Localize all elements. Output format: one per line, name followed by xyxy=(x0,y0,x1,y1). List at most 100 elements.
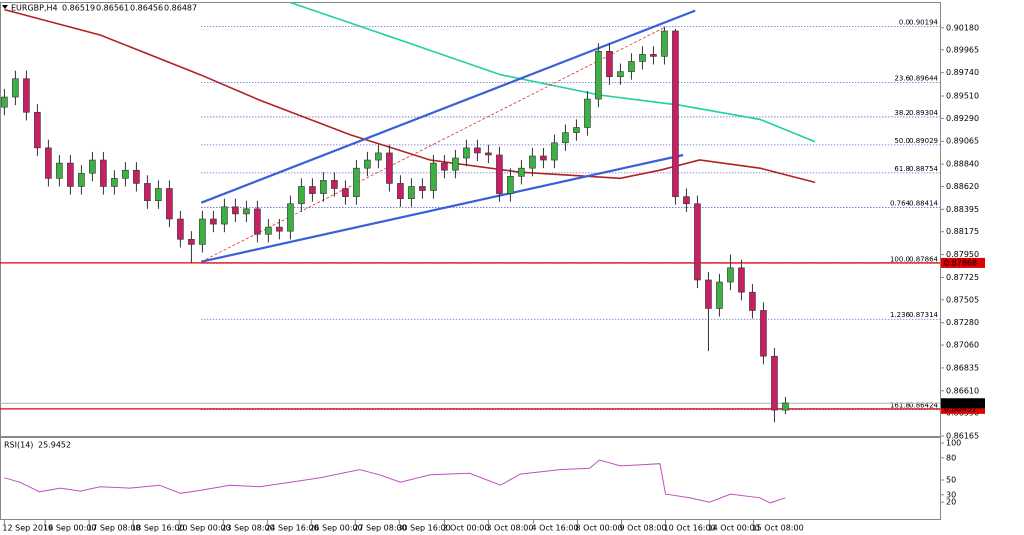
candle-body xyxy=(298,186,305,205)
trend-line xyxy=(201,26,666,263)
price-tag-label: 0.87868 xyxy=(944,258,977,267)
rsi-tick-label: 20 xyxy=(946,498,956,507)
candle-body xyxy=(111,178,118,187)
x-tick-label: 8 Oct 00:00 xyxy=(576,524,623,533)
candle-body xyxy=(474,147,481,154)
candle-body xyxy=(716,281,723,309)
candle-body xyxy=(584,98,591,128)
fib-label: 100.0 xyxy=(890,255,910,263)
candle-body xyxy=(364,159,371,169)
candle-body xyxy=(320,180,327,194)
candle-body xyxy=(738,267,745,293)
y-tick-label: 0.89965 xyxy=(946,45,979,54)
candle-body xyxy=(287,203,294,232)
fib-value: 0.89644 xyxy=(909,74,938,82)
price-tag xyxy=(941,403,985,414)
trend-line xyxy=(200,9,696,204)
candle-body xyxy=(122,169,129,179)
rsi-panel xyxy=(0,437,941,520)
fib-label: 50.0 xyxy=(894,137,910,145)
candle-body xyxy=(507,176,514,194)
candle-body xyxy=(155,188,162,202)
candle-body xyxy=(100,159,107,187)
y-tick-label: 0.87725 xyxy=(946,273,979,282)
x-tick-label: 12 Sep 2019 xyxy=(2,524,53,533)
candle-body xyxy=(562,132,569,144)
candle-body xyxy=(397,183,404,199)
y-tick-label: 0.88175 xyxy=(946,227,979,236)
y-tick-label: 0.88620 xyxy=(946,182,979,191)
candle-body xyxy=(650,54,657,57)
bid-tag xyxy=(941,398,985,409)
x-tick-label: 17 Sep 08:00 xyxy=(87,524,140,533)
candle-body xyxy=(628,61,635,72)
y-tick-label: 0.89290 xyxy=(946,114,979,123)
y-tick-label: 0.89510 xyxy=(946,92,979,101)
candle-body xyxy=(78,172,85,187)
candle-body xyxy=(782,402,789,411)
symbol-icon xyxy=(2,5,8,9)
candle-body xyxy=(265,226,272,235)
candle-body xyxy=(375,152,382,161)
fib-label: 61.8 xyxy=(894,165,910,173)
price-tag xyxy=(941,257,985,268)
candle-body xyxy=(276,226,283,232)
rsi-tick-label: 30 xyxy=(946,490,956,499)
y-tick-label: 0.87280 xyxy=(946,318,979,327)
symbol: EURGBP,H4 xyxy=(11,4,58,13)
x-tick-label: 24 Sep 16:00 xyxy=(265,524,318,533)
x-tick-label: 10 Oct 16:00 xyxy=(664,524,716,533)
candle-body xyxy=(89,159,96,174)
moving-average xyxy=(4,8,816,184)
x-tick-label: 15 Oct 08:00 xyxy=(752,524,804,533)
x-tick-label: 26 Sep 00:00 xyxy=(309,524,362,533)
fib-value: 0.88414 xyxy=(909,199,938,207)
y-tick-label: 0.87950 xyxy=(946,250,979,259)
candle-body xyxy=(177,218,184,240)
candle-body xyxy=(551,142,558,161)
rsi-tick-label: 80 xyxy=(946,453,956,462)
x-tick-label: 16 Sep 00:00 xyxy=(43,524,96,533)
candle-body xyxy=(672,30,679,197)
candle-body xyxy=(144,183,151,202)
fib-value: 0.89029 xyxy=(909,137,938,145)
candle-body xyxy=(12,78,19,98)
candle-body xyxy=(23,78,30,113)
fib-value: 0.89304 xyxy=(909,109,938,117)
fib-value: 0.90194 xyxy=(909,18,938,26)
fib-label: 23.6 xyxy=(894,74,910,82)
candle-body xyxy=(705,279,712,309)
candle-body xyxy=(496,154,503,194)
fib-label: 161.8 xyxy=(890,402,910,410)
candle-body xyxy=(232,206,239,215)
header-close: 0.86487 xyxy=(164,4,197,13)
fib-label: 1.236 xyxy=(890,311,911,319)
rsi-tick-label: 100 xyxy=(946,439,961,448)
candle-body xyxy=(166,188,173,220)
y-tick-label: 0.90180 xyxy=(946,23,979,32)
fib-label: 0.0 xyxy=(899,18,910,26)
x-tick-label: 2 Oct 00:00 xyxy=(442,524,489,533)
x-tick-label: 27 Sep 08:00 xyxy=(353,524,406,533)
candle-body xyxy=(639,54,646,62)
candle-body xyxy=(463,147,470,159)
y-tick-label: 0.86165 xyxy=(946,432,979,441)
rsi-line xyxy=(4,459,786,504)
x-tick-label: 14 Oct 00:00 xyxy=(708,524,760,533)
fib-label: 0.764 xyxy=(890,199,911,207)
candle-body xyxy=(441,162,448,171)
y-tick-label: 0.86610 xyxy=(946,386,979,395)
y-tick-label: 0.88840 xyxy=(946,160,979,169)
candle-body xyxy=(683,196,690,205)
candle-body xyxy=(243,208,250,215)
candle-body xyxy=(188,239,195,245)
candle-body xyxy=(540,155,547,161)
header-low: 0.86456 xyxy=(130,4,163,13)
x-tick-label: 3 Oct 08:00 xyxy=(486,524,533,533)
candle-body xyxy=(254,208,261,235)
candle-body xyxy=(749,291,756,311)
candle-body xyxy=(529,155,536,169)
candle-body xyxy=(595,50,602,100)
candle-body xyxy=(331,180,338,189)
